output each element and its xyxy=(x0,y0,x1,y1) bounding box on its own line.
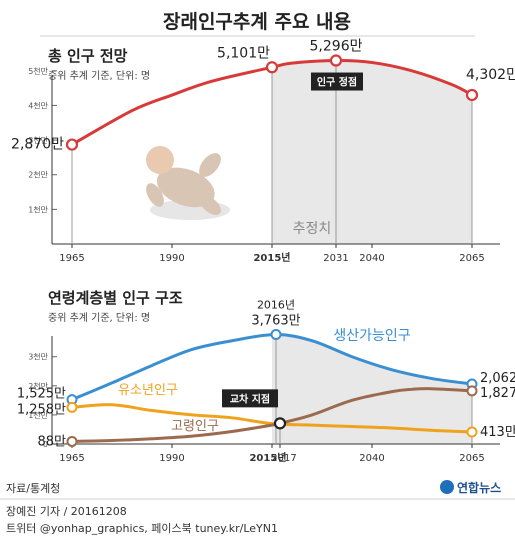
chart2-x-tick-label: 2015년 xyxy=(249,451,286,464)
chart2-point-label: 1,258만 xyxy=(17,402,66,417)
chart2-point-label: 2,062만 xyxy=(480,371,515,386)
chart1-series-line xyxy=(71,59,473,146)
svg-text:연합뉴스: 연합뉴스 xyxy=(457,480,501,495)
chart2-x-tick-label: 2065 xyxy=(459,453,484,464)
chart2-y-tick-label: 2천만 xyxy=(28,381,48,391)
chart2-y-tick-label: 0 xyxy=(43,440,48,449)
chart1-x-tick-label: 2015년 xyxy=(253,251,290,264)
chart2-callout-box xyxy=(222,389,278,408)
chart2-x-tick-label: 1990 xyxy=(159,453,184,464)
chart1-point-label: 2,870만 xyxy=(11,137,64,153)
chart1-y-tick-label: 3천만 xyxy=(28,135,48,145)
chart2-point xyxy=(66,435,78,447)
chart1-y-tick-label: 2천만 xyxy=(28,170,48,180)
yonhap-logo: 연합뉴스 xyxy=(440,480,501,495)
chart1-subtitle: 중위 추계 기준, 단위: 명 xyxy=(48,69,150,82)
chart2-projection-area xyxy=(272,334,472,444)
chart1-point-label: 5,296만 xyxy=(310,39,363,55)
chart1-y-tick-label: 1천만 xyxy=(28,204,48,214)
chart2-crossing-point xyxy=(273,417,287,430)
chart1-callout-label: 인구 정점 xyxy=(317,76,357,89)
source-label: 자료/통계청 xyxy=(6,482,60,495)
chart2-point-label: 1,827만 xyxy=(480,386,515,401)
chart2-series-label: 유소년인구 xyxy=(118,383,178,398)
chart1-x-tick-label: 1965 xyxy=(59,253,84,264)
baby-illustration xyxy=(146,146,230,220)
chart2-point-label: 1,525만 xyxy=(17,387,66,402)
chart2-point-sublabel: 2016년 xyxy=(257,299,295,312)
chart2-callout-label: 교차 지점 xyxy=(230,392,270,405)
credit-line-2: 트위터 @yonhap_graphics, 페이스북 tuney.kr/LeYN… xyxy=(6,522,278,535)
chart2-point-label: 88만 xyxy=(37,434,66,449)
chart2-x-tick-label: 1965 xyxy=(59,453,84,464)
chart1-x-tick-label: 2040 xyxy=(359,253,384,264)
chart1-point xyxy=(265,61,279,74)
chart1-y-tick-label: 4천만 xyxy=(28,100,48,110)
chart2-point-label: 3,763만 xyxy=(251,314,300,329)
infographic-title: 장래인구추계 주요 내용 xyxy=(163,11,351,33)
chart2-point xyxy=(66,401,78,413)
chart1-projection-label: 추정치 xyxy=(293,221,332,237)
chart2-series-label: 고령인구 xyxy=(171,419,219,434)
chart2-point xyxy=(270,329,282,341)
chart1-callout-box xyxy=(311,72,363,91)
chart2-x-tick-label: 2040 xyxy=(359,453,384,464)
chart2-series-label: 생산가능인구 xyxy=(333,328,410,344)
chart1-point-label: 4,302만명 xyxy=(466,67,515,83)
chart2-point xyxy=(466,426,478,438)
chart2-point-label: 413만 xyxy=(480,425,515,440)
chart1-projection-area xyxy=(272,60,472,244)
chart2-subtitle: 중위 추계 기준, 단위: 명 xyxy=(48,311,150,324)
chart2-y-tick-label: 1천만 xyxy=(28,410,48,420)
chart1-title: 총 인구 전망 xyxy=(48,47,128,65)
chart2-title: 연령계층별 인구 구조 xyxy=(48,289,183,307)
chart2-point xyxy=(466,385,478,397)
chart1-point xyxy=(329,54,343,67)
chart1-x-tick-label: 2065 xyxy=(459,253,484,264)
chart1-point xyxy=(465,88,479,102)
credit-line-1: 장예진 기자 / 20161208 xyxy=(6,505,127,518)
chart1-x-tick-label: 1990 xyxy=(159,253,184,264)
chart2-y-tick-label: 3천만 xyxy=(28,352,48,362)
chart1-y-tick-label: 5천만 xyxy=(28,66,48,76)
chart1-point-label: 5,101만 xyxy=(217,45,270,61)
chart1-x-tick-label: 2031 xyxy=(323,253,348,264)
chart2-x-tick-label: 2017 xyxy=(271,453,296,464)
chart1-point xyxy=(65,138,79,151)
